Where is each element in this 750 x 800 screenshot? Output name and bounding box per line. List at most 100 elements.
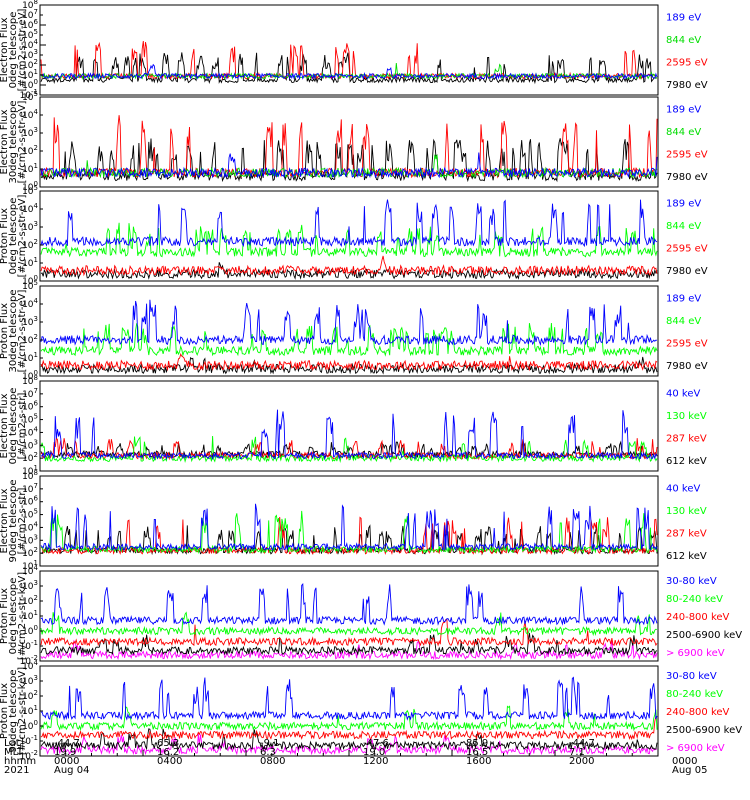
y-tick-label: 104: [22, 425, 38, 438]
panel-2: 105104103102101100TEDElectron Flux30deg …: [0, 90, 708, 193]
panel-1: 10810710610510410310210110010-1TEDElectr…: [0, 0, 708, 101]
y-tick-label: 103: [22, 438, 38, 451]
footer-mlt: 6.3: [260, 747, 276, 758]
legend-label: 844 eV: [666, 127, 701, 138]
legend-label: > 6900 keV: [666, 648, 725, 659]
legend-label: 7980 eV: [666, 80, 708, 91]
y-tick-label: 104: [22, 520, 38, 533]
y-tick-label: 108: [22, 0, 38, 11]
y-tick-label: 102: [22, 594, 38, 607]
legend-label: 7980 eV: [666, 361, 708, 372]
y-axis-title-line: TED: [0, 40, 1, 61]
footer-mlt: 19.9: [54, 747, 76, 758]
y-tick-label: 100: [22, 624, 38, 637]
legend-label: 2595 eV: [666, 338, 708, 349]
y-axis-title-line: 90deg telescope: [8, 479, 19, 562]
y-tick-label: 107: [22, 8, 38, 21]
y-tick-label: 102: [22, 451, 38, 464]
y-axis-title-line: 30deg telescope: [8, 289, 19, 372]
y-tick-label: 102: [22, 546, 38, 559]
y-tick-label: 100: [22, 78, 38, 91]
plot-frame: [39, 96, 659, 188]
series-line-3: [40, 409, 658, 461]
y-tick-label: 103: [22, 126, 38, 139]
y-tick-label: 107: [22, 482, 38, 495]
y-axis-title-line: [#/cm2-s-str-eV]: [17, 290, 28, 373]
y-tick-label: 106: [22, 400, 38, 413]
legend-label: 2595 eV: [666, 243, 708, 254]
y-tick-label: 103: [22, 220, 38, 233]
legend-label: 2500-6900 keV: [666, 725, 742, 736]
series-group: [40, 676, 658, 756]
legend-label: 189 eV: [666, 104, 701, 115]
y-axis-title-line: Electron Flux: [0, 488, 10, 553]
y-tick-label: 105: [22, 28, 38, 41]
y-tick-label: 103: [22, 533, 38, 546]
series-line-2: [40, 715, 658, 741]
y-tick-label: 104: [22, 564, 38, 577]
plot-frame: [39, 380, 659, 472]
y-axis-title-line: Electron Flux: [0, 109, 10, 174]
legend-label: 130 keV: [666, 411, 707, 422]
y-axis-title-line: [#/cm2-s-str-eV]: [17, 195, 28, 278]
y-axis-title-line: [#/cm2-s-str]: [17, 487, 28, 554]
series-group: [40, 40, 658, 85]
footer-lat: 85.9: [466, 738, 488, 749]
y-tick-label: 103: [22, 579, 38, 592]
legend-label: 287 keV: [666, 528, 707, 539]
footer-hhmm: 0000: [672, 756, 697, 767]
legend-label: 30-80 keV: [666, 671, 717, 682]
legend-label: 240-800 keV: [666, 612, 730, 623]
footer-mlt: 16.2: [157, 747, 179, 758]
y-axis-title-line: MEPED: [0, 598, 1, 633]
y-axis-title-line: TED: [0, 132, 1, 153]
y-axis-title-line: Proton Flux: [0, 303, 10, 359]
y-axis-title-line: [#/cm2-s-str-eV]: [17, 101, 28, 184]
y-axis-title-line: [#/cm2-s-str-keV]: [17, 572, 28, 660]
y-tick-label: 103: [22, 315, 38, 328]
series-group: [40, 115, 658, 183]
footer-lat: -44.7: [569, 738, 595, 749]
series-line-1: [40, 115, 658, 179]
footer-date: Aug 04: [54, 765, 89, 776]
legend-label: 240-800 keV: [666, 707, 730, 718]
footer-mlt: 16.5: [466, 747, 488, 758]
y-tick-label: 10-2: [20, 749, 38, 762]
y-axis-title-line: Electron Flux: [0, 393, 10, 458]
series-line-1: [40, 728, 658, 751]
legend-label: 2500-6900 keV: [666, 630, 742, 641]
footer-mlt: 7.1: [569, 747, 585, 758]
y-axis-title-line: TED: [0, 226, 1, 247]
y-tick-label: 102: [22, 333, 38, 346]
y-axis-title-line: [#/cm2-s-str]: [17, 392, 28, 459]
legend-label: 80-240 keV: [666, 689, 723, 700]
y-tick-label: 100: [22, 180, 38, 193]
plot-frame: [39, 4, 659, 96]
y-axis-title-line: MEPED: [0, 693, 1, 728]
plot-frame: [39, 285, 659, 377]
series-line-4: [40, 676, 658, 721]
y-tick-label: 102: [22, 144, 38, 157]
legend-label: 612 keV: [666, 456, 707, 467]
footer-lat: -44.7: [54, 738, 80, 749]
series-line-0: [40, 733, 658, 756]
series-line-3: [40, 503, 658, 552]
y-tick-label: 105: [22, 279, 38, 292]
y-tick-label: 10-1: [20, 639, 38, 652]
y-axis-title-line: [#/cm2-s-str-eV]: [17, 9, 28, 92]
series-line-3: [40, 63, 658, 81]
legend-label: 7980 eV: [666, 172, 708, 183]
y-tick-label: 102: [22, 689, 38, 702]
y-tick-label: 10-1: [20, 88, 38, 101]
series-group: [40, 583, 658, 661]
footer-date: Aug 05: [672, 765, 707, 776]
legend-label: 189 eV: [666, 293, 701, 304]
